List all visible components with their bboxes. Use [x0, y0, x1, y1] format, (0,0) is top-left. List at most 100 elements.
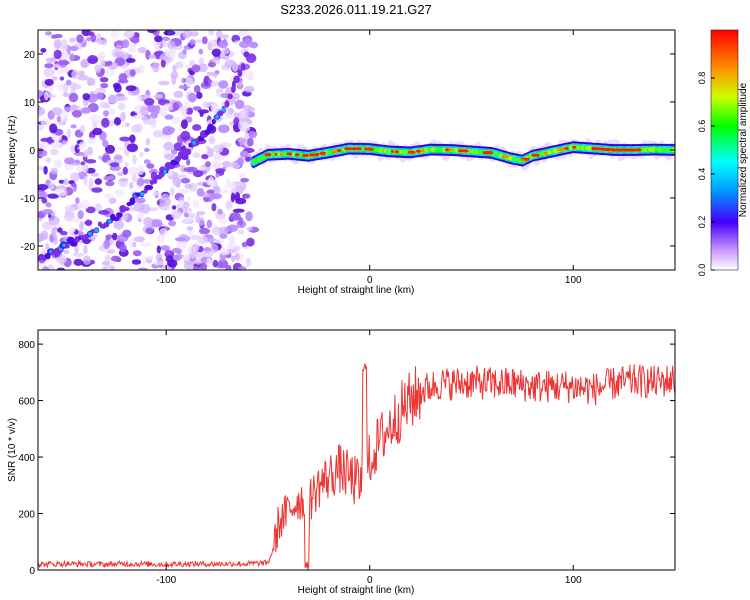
spectrogram-noise-blob: [218, 226, 229, 235]
spectrogram-noise-blob: [241, 241, 248, 247]
spectrogram-noise-blob: [79, 141, 88, 148]
spectrogram-noise-blob: [120, 111, 126, 122]
spectrogram-noise-blob: [213, 144, 224, 154]
snr-x-tick-label-1: 0: [367, 575, 373, 586]
spectrogram-noise-blob: [236, 157, 245, 166]
spectrogram-noise-blob: [41, 197, 48, 204]
spectrogram-aliased-point: [64, 244, 70, 249]
spectrogram-noise-blob: [84, 220, 93, 226]
spectrogram-noise-blob: [116, 44, 123, 49]
spectrogram-noise-blob: [51, 76, 58, 81]
spectrogram-y-tick-label-2: 0: [29, 146, 35, 157]
spectrogram-noise-blob: [196, 188, 205, 197]
spectrogram-noise-blob: [237, 30, 250, 37]
spectrogram-aliased-core: [94, 228, 99, 233]
spectrogram-noise-blob: [73, 258, 83, 266]
spectrogram-noise-blob: [79, 221, 84, 231]
spectrogram-noise-blob: [54, 39, 62, 49]
spectrogram-noise-blob: [136, 165, 145, 176]
spectrogram-noise-blob: [183, 167, 195, 173]
spectrogram-x-tick-label-0: -100: [156, 275, 176, 286]
spectrogram-noise-blob: [185, 207, 192, 213]
spectrogram-tone-peak: [459, 149, 463, 153]
spectrogram-noise-blob: [187, 196, 192, 202]
spectrogram-noise-blob: [180, 130, 191, 141]
spectrogram-aliased-point: [237, 69, 243, 78]
spectrogram-noise-blob: [178, 106, 187, 114]
spectrogram-noise-blob: [167, 171, 173, 177]
spectrogram-tone-peak: [295, 153, 300, 157]
spectrogram-tone-peak: [303, 154, 309, 157]
spectrogram-tone-peak: [337, 149, 342, 152]
colorbar-gradient: [711, 30, 738, 270]
spectrogram-noise-blob: [176, 239, 188, 250]
spectrogram-noise-blob: [210, 243, 219, 254]
spectrogram-noise-blob: [238, 109, 249, 119]
spectrogram-noise-blob: [208, 135, 216, 145]
spectrogram-noise-blob: [82, 93, 91, 101]
spectrogram-noise-blob: [49, 123, 58, 134]
spectrogram-noise-blob: [73, 151, 85, 156]
spectrogram-tone-peak: [595, 147, 601, 151]
spectrogram-noise-blob: [207, 39, 214, 50]
spectrogram-noise-blob: [111, 49, 122, 58]
spectrogram-noise-blob: [131, 124, 141, 133]
spectrogram-noise-blob: [163, 141, 174, 151]
spectrogram-noise-blob: [75, 197, 80, 205]
spectrogram-tone-peak: [394, 150, 399, 154]
spectrogram-noise-blob: [215, 168, 226, 174]
spectrogram-noise-blob: [153, 94, 164, 99]
spectrogram-noise-blob: [102, 139, 109, 148]
spectrogram-aliased-point: [149, 179, 155, 185]
spectrogram-noise-blob: [57, 60, 70, 66]
spectrogram-tone-peak: [543, 151, 548, 155]
spectrogram-noise-blob: [189, 39, 196, 45]
spectrogram-aliased-core: [221, 107, 226, 112]
spectrogram-noise-blob: [103, 110, 109, 117]
spectrogram-noise-blob: [199, 111, 204, 117]
spectrogram-aliased-point: [240, 63, 246, 71]
spectrogram-noise-blob: [104, 144, 116, 154]
spectrogram-noise-blob: [229, 234, 235, 243]
spectrogram-noise-blob: [156, 245, 161, 254]
spectrogram-noise-blob: [77, 202, 83, 210]
spectrogram-noise-blob: [182, 48, 187, 55]
spectrogram-noise-blob: [92, 127, 103, 136]
spectrogram-noise-blob: [48, 181, 55, 190]
spectrogram-noise-blob: [144, 98, 155, 106]
spectrogram-noise-blob: [178, 174, 188, 179]
spectrogram-noise-blob: [144, 147, 150, 153]
spectrogram-noise-blob: [42, 266, 50, 270]
spectrogram-noise-blob: [68, 92, 79, 103]
spectrogram-noise-blob: [40, 48, 47, 53]
spectrogram-noise-blob: [40, 137, 52, 143]
spectrogram-aliased-core: [88, 231, 93, 236]
spectrogram-y-tick-label-3: -10: [21, 194, 36, 205]
spectrogram-noise-blob: [188, 251, 199, 259]
spectrogram-noise-blob: [220, 246, 227, 256]
spectrogram-noise-blob: [72, 216, 80, 223]
spectrogram-noise-blob: [221, 101, 226, 107]
spectrogram-noise-blob: [175, 61, 184, 69]
spectrogram-noise-blob: [60, 49, 69, 59]
spectrogram-noise-blob: [72, 252, 85, 257]
spectrogram-noise-blob: [96, 33, 102, 39]
spectrogram-noise-blob: [118, 102, 126, 111]
spectrogram-noise-blob: [220, 34, 230, 39]
spectrogram-noise-blob: [222, 160, 232, 168]
spectrogram-noise-blob: [99, 59, 106, 70]
spectrogram-noise-blob: [193, 243, 200, 251]
spectrogram-tone-peak: [445, 148, 449, 152]
spectrogram-noise-blob: [44, 91, 49, 101]
spectrogram-noise-blob: [191, 64, 201, 73]
spectrogram-noise-blob: [117, 96, 128, 101]
spectrogram-noise-blob: [63, 178, 69, 186]
spectrogram-noise-blob: [245, 257, 252, 267]
snr-plot-area: [38, 330, 675, 570]
spectrogram-noise-blob: [240, 178, 250, 183]
spectrogram-noise-blob: [57, 69, 65, 75]
spectrogram-tone-peak: [607, 148, 613, 152]
spectrogram-noise-blob: [56, 115, 62, 123]
spectrogram-noise-blob: [140, 106, 149, 116]
